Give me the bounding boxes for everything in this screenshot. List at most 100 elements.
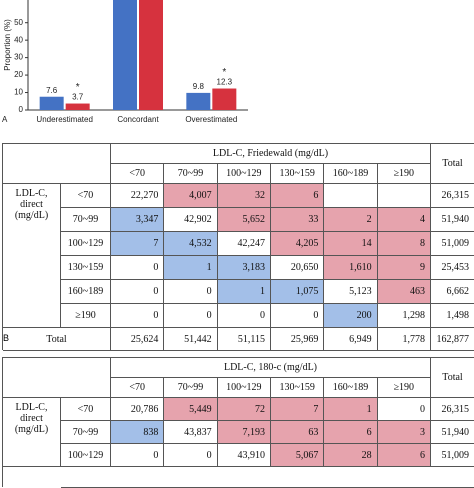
row-header: <70: [61, 184, 111, 208]
cell: 43,837: [164, 421, 218, 444]
column-header: 130~159: [271, 378, 325, 398]
cell: 0: [164, 304, 218, 328]
row-header: 130~159: [61, 256, 111, 280]
x-tick-label: Concordant: [117, 115, 159, 124]
row-cut: [61, 467, 474, 488]
cell: [377, 184, 431, 208]
cell: 7: [111, 232, 165, 256]
cell: 9: [377, 256, 431, 280]
cell: 0: [111, 280, 165, 304]
cell: 0: [377, 398, 431, 421]
row-header: <70: [61, 398, 111, 421]
total-cell: 1,778: [377, 328, 431, 351]
row-total: 51,940: [431, 208, 474, 232]
y-tick-label: 10: [14, 88, 23, 97]
column-header: 130~159: [271, 164, 325, 184]
bar: [186, 92, 211, 110]
cell: 2: [324, 208, 378, 232]
total-cell: 51,115: [217, 328, 271, 351]
row-total: 1,498: [431, 304, 474, 328]
cell: 838: [111, 421, 165, 444]
total-header: Total: [431, 144, 474, 184]
total-cell: 25,969: [271, 328, 325, 351]
cell: 3,347: [111, 208, 165, 232]
total-cell: 25,624: [111, 328, 165, 351]
panel-label: B: [3, 333, 10, 343]
x-tick-label: Overestimated: [185, 115, 237, 124]
column-header: 160~189: [324, 378, 378, 398]
bar: [139, 0, 163, 111]
cell: 32: [217, 184, 271, 208]
row-total: 51,009: [431, 444, 474, 467]
cell: 4,532: [164, 232, 218, 256]
row-header: ≥190: [61, 304, 111, 328]
x-tick-label: Underestimated: [36, 115, 92, 124]
corner: [3, 144, 111, 184]
cell: 3,183: [217, 256, 271, 280]
cell: 0: [164, 280, 218, 304]
cell: 1,610: [324, 256, 378, 280]
total-cell: 51,442: [164, 328, 218, 351]
cell: 6: [324, 421, 378, 444]
column-header: 70~99: [164, 378, 218, 398]
cell: 22,270: [111, 184, 165, 208]
value-label: 9.8: [193, 82, 205, 91]
cell: 1: [217, 280, 271, 304]
row-group-header: LDL-C, direct (mg/dL): [3, 398, 61, 467]
cell: 4,007: [164, 184, 218, 208]
cell: 42,902: [164, 208, 218, 232]
cell: 63: [271, 421, 325, 444]
column-header: 100~129: [217, 378, 271, 398]
cell: 0: [217, 304, 271, 328]
cell: 72: [217, 398, 271, 421]
y-tick-label: 50: [14, 18, 23, 27]
cell: 4: [377, 208, 431, 232]
cell: 5,652: [217, 208, 271, 232]
row-total: 26,315: [431, 184, 474, 208]
cell: 20,650: [271, 256, 325, 280]
table: LDL-C, 180-c (mg/dL) Total <70 70~99 100~129…: [2, 357, 474, 488]
row-total: 25,453: [431, 256, 474, 280]
panel-label: A: [2, 115, 8, 124]
cell: 28: [324, 444, 378, 467]
bar: [113, 0, 137, 111]
column-header: <70: [111, 378, 165, 398]
row-header: 70~99: [61, 208, 111, 232]
column-header: 100~129: [217, 164, 271, 184]
grand-total: 162,877: [431, 328, 474, 351]
y-axis-label: Proportion (%): [3, 19, 12, 71]
row-total: 51,940: [431, 421, 474, 444]
value-label: 12.3: [217, 78, 233, 87]
cell: 0: [111, 256, 165, 280]
cell: [324, 184, 378, 208]
cell: 14: [324, 232, 378, 256]
row-group-header: LDL-C, direct (mg/dL): [3, 184, 61, 328]
cell: 43,910: [217, 444, 271, 467]
value-label: 7.6: [46, 86, 58, 95]
cell: 0: [111, 444, 165, 467]
total-header: Total: [431, 358, 474, 398]
column-header: 160~189: [324, 164, 378, 184]
row-total: 26,315: [431, 398, 474, 421]
cell: 1: [164, 256, 218, 280]
row-header: 100~129: [61, 232, 111, 256]
cell: 0: [111, 304, 165, 328]
row-header: 100~129: [61, 444, 111, 467]
cell: 3: [377, 421, 431, 444]
row-header: 160~189: [61, 280, 111, 304]
table: LDL-C, Friedewald (mg/dL) Total <70 70~99 10…: [2, 143, 474, 351]
cell: 200: [324, 304, 378, 328]
row-header: 70~99: [61, 421, 111, 444]
cell: 463: [377, 280, 431, 304]
cell: 5,449: [164, 398, 218, 421]
cell: 0: [164, 444, 218, 467]
y-tick-label: 20: [14, 70, 23, 79]
cell: 4,205: [271, 232, 325, 256]
column-header: <70: [111, 164, 165, 184]
cell: 33: [271, 208, 325, 232]
column-header: ≥190: [377, 378, 431, 398]
y-tick-label: 40: [14, 35, 23, 44]
cell: 6: [271, 184, 325, 208]
